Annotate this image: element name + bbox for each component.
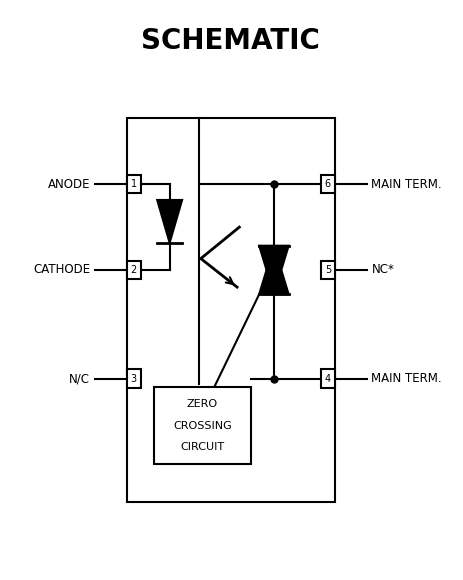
- Text: CROSSING: CROSSING: [173, 420, 232, 431]
- Text: CIRCUIT: CIRCUIT: [180, 443, 224, 452]
- Text: 6: 6: [324, 179, 330, 189]
- Text: NC*: NC*: [370, 263, 394, 277]
- Polygon shape: [157, 200, 181, 243]
- Bar: [126, 369, 141, 388]
- Text: 1: 1: [131, 179, 137, 189]
- Text: 2: 2: [131, 265, 137, 275]
- Bar: [320, 369, 334, 388]
- Bar: [126, 175, 141, 193]
- Text: ZERO: ZERO: [187, 399, 218, 409]
- Polygon shape: [259, 246, 288, 294]
- Polygon shape: [259, 246, 288, 294]
- Text: 3: 3: [131, 374, 137, 383]
- Bar: [126, 118, 334, 502]
- Text: N/C: N/C: [69, 372, 90, 385]
- Text: SCHEMATIC: SCHEMATIC: [141, 27, 319, 55]
- Text: ANODE: ANODE: [48, 177, 90, 191]
- Bar: [153, 387, 250, 465]
- Text: CATHODE: CATHODE: [33, 263, 90, 277]
- Bar: [126, 261, 141, 279]
- Text: MAIN TERM.: MAIN TERM.: [370, 177, 441, 191]
- Bar: [320, 261, 334, 279]
- Text: 4: 4: [324, 374, 330, 383]
- Bar: [320, 175, 334, 193]
- Text: MAIN TERM.: MAIN TERM.: [370, 372, 441, 385]
- Text: 5: 5: [324, 265, 330, 275]
